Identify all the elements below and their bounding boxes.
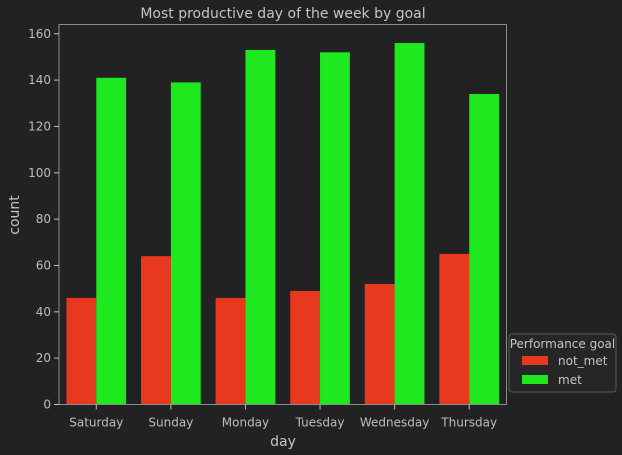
- y-tick-label: 140: [28, 73, 51, 87]
- x-tick-label-tuesday: Tuesday: [295, 416, 345, 430]
- bar-not_met-sunday: [141, 256, 171, 405]
- bar-met-monday: [245, 49, 276, 405]
- y-tick-label: 80: [36, 212, 51, 226]
- bar-met-tuesday: [320, 52, 350, 405]
- bars-group: [66, 43, 500, 405]
- y-tick-label: 60: [36, 258, 51, 272]
- y-axis-label: count: [7, 195, 23, 235]
- x-tick-label-wednesday: Wednesday: [360, 416, 429, 430]
- y-tick-label: 100: [28, 166, 51, 180]
- bar-not_met-monday: [215, 297, 246, 405]
- bar-met-saturday: [96, 77, 127, 405]
- x-tick-label-monday: Monday: [222, 416, 269, 430]
- x-tick-label-sunday: Sunday: [148, 416, 193, 430]
- legend-swatch-not_met: [522, 356, 548, 365]
- x-axis-ticks: Saturday Sunday Monday Tuesday Wednesday Thur…: [69, 404, 497, 430]
- bar-not_met-saturday: [66, 297, 97, 405]
- x-axis-label: day: [270, 434, 296, 450]
- y-tick-label: 20: [36, 351, 51, 365]
- chart-title: Most productive day of the week by goal: [140, 6, 425, 22]
- bar-not_met-thursday: [439, 253, 470, 405]
- bar-met-thursday: [469, 94, 500, 405]
- legend-label-met: met: [558, 373, 582, 387]
- bar-not_met-tuesday: [290, 290, 321, 405]
- x-tick-label-saturday: Saturday: [69, 416, 123, 430]
- legend-swatch-met: [522, 375, 548, 384]
- y-axis-ticks: 0 20 40 60 80 100 120 140 160: [28, 27, 59, 412]
- legend-title: Performance goal: [510, 337, 616, 351]
- legend-label-not_met: not_met: [558, 354, 608, 368]
- y-tick-label: 40: [36, 305, 51, 319]
- bar-met-wednesday: [394, 43, 425, 405]
- axes-frame: [58, 24, 507, 405]
- x-tick-label-thursday: Thursday: [440, 416, 497, 430]
- y-tick-label: 120: [28, 119, 51, 133]
- bar-not_met-wednesday: [364, 284, 395, 405]
- y-tick-label: 160: [28, 27, 51, 41]
- bar-met-sunday: [170, 82, 201, 405]
- y-tick-label: 0: [43, 398, 51, 412]
